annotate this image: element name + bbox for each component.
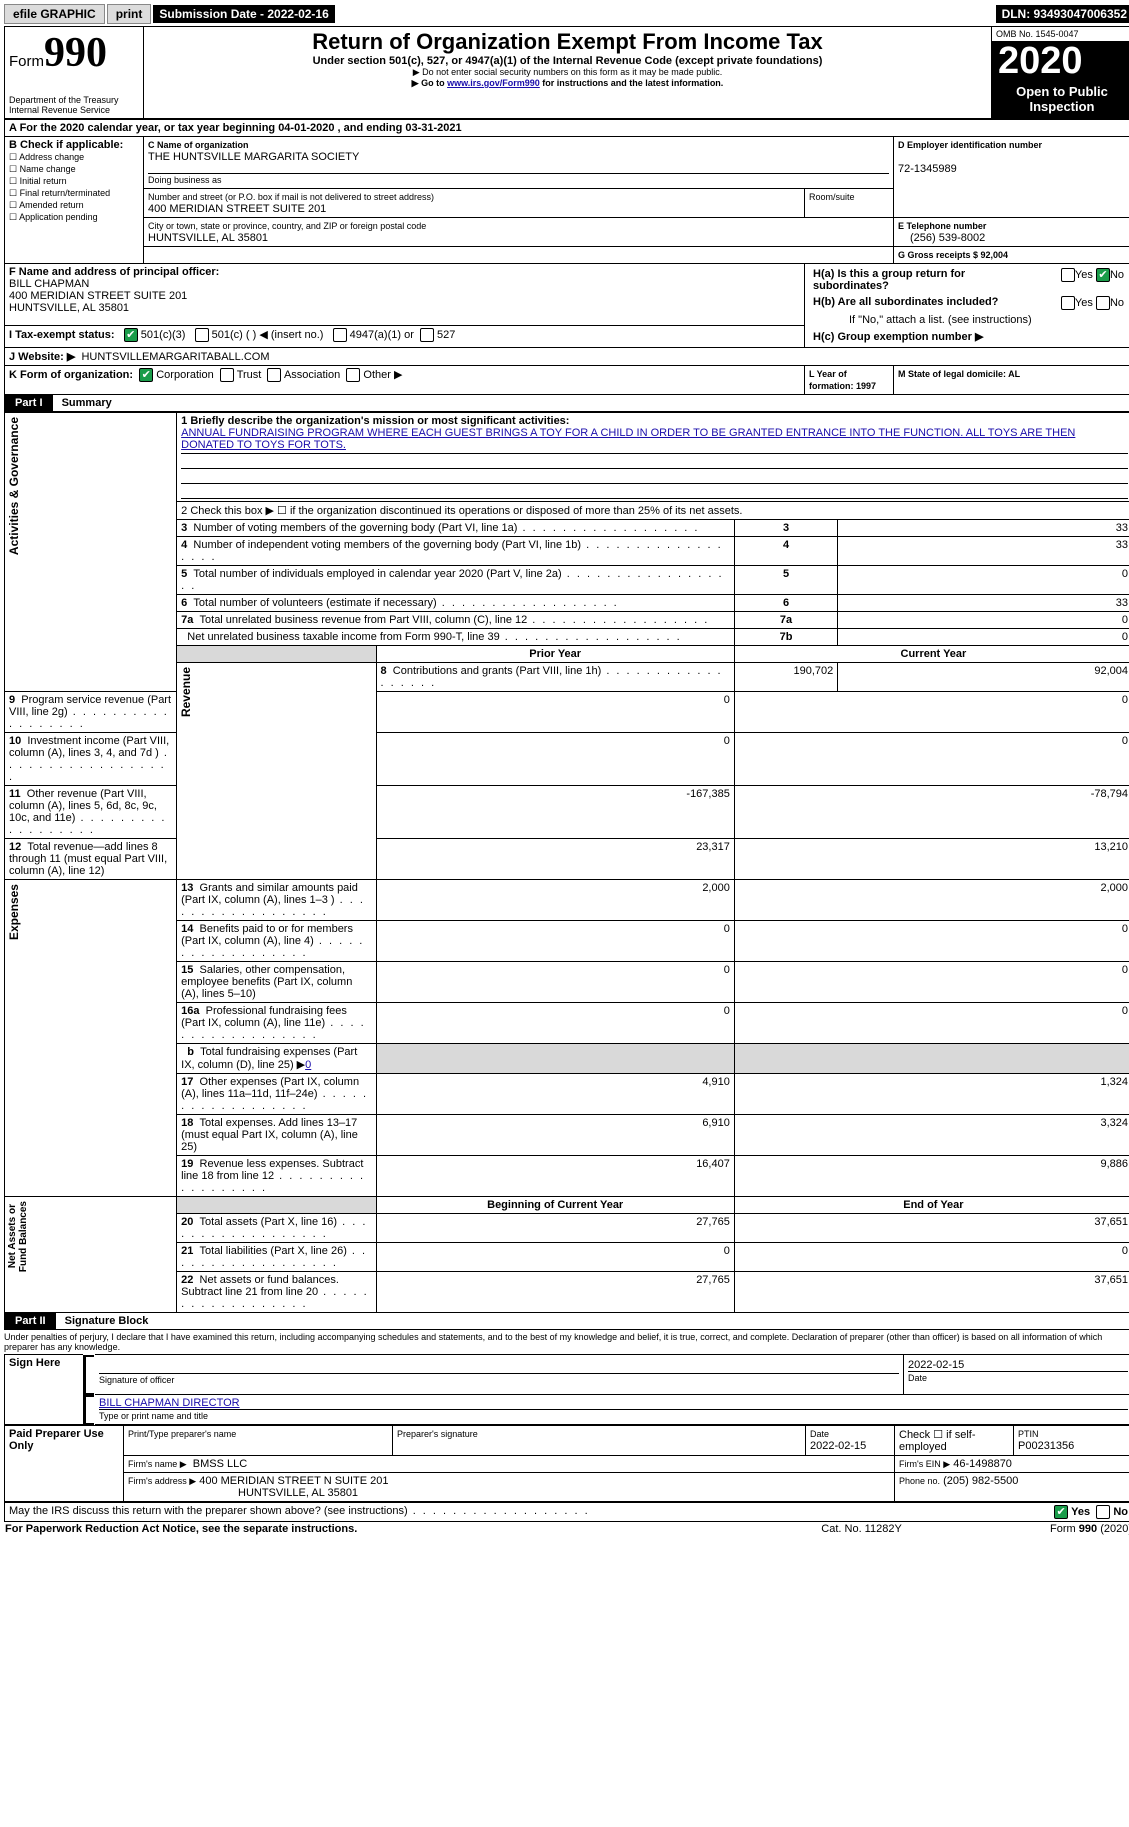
- org-name: THE HUNTSVILLE MARGARITA SOCIETY: [148, 151, 359, 163]
- irs-link[interactable]: www.irs.gov/Form990: [447, 78, 540, 88]
- part1-label: Part I: [5, 395, 53, 411]
- note-ssn: ▶ Do not enter social security numbers o…: [148, 67, 987, 78]
- g-label: G Gross receipts $ 92,004: [898, 250, 1008, 260]
- discuss-yes-check[interactable]: ✔: [1054, 1505, 1068, 1519]
- submission-date: Submission Date - 2022-02-16: [153, 5, 334, 23]
- part1-title: Summary: [56, 397, 112, 409]
- sign-here-label: Sign Here: [5, 1355, 84, 1425]
- part1-table: Activities & Governance 1 Briefly descri…: [4, 412, 1129, 1313]
- addr-label: Number and street (or P.O. box if mail i…: [148, 192, 434, 202]
- mission-text: ANNUAL FUNDRAISING PROGRAM WHERE EACH GU…: [181, 427, 1075, 451]
- m-label: M State of legal domicile: AL: [898, 369, 1020, 379]
- d-label: D Employer identification number: [898, 140, 1042, 150]
- footer-catno: Cat. No. 11282Y: [772, 1522, 951, 1536]
- dba-label: Doing business as: [148, 175, 222, 185]
- k-label: K Form of organization:: [9, 369, 133, 381]
- dept-treasury: Department of the Treasury Internal Reve…: [9, 95, 139, 115]
- form-subtitle: Under section 501(c), 527, or 4947(a)(1)…: [148, 55, 987, 67]
- ein: 72-1345989: [898, 163, 957, 175]
- website: HUNTSVILLEMARGARITABALL.COM: [81, 351, 269, 363]
- city: HUNTSVILLE, AL 35801: [148, 232, 268, 244]
- b-label: B Check if applicable:: [9, 139, 123, 151]
- declaration: Under penalties of perjury, I declare th…: [4, 1330, 1129, 1354]
- officer-signed-name: BILL CHAPMAN DIRECTOR: [99, 1397, 240, 1409]
- e-label: E Telephone number: [898, 221, 986, 231]
- form-word: Form: [9, 53, 44, 70]
- part2-title: Signature Block: [59, 1315, 149, 1327]
- entity-block: A For the 2020 calendar year, or tax yea…: [4, 119, 1129, 395]
- period-line: A For the 2020 calendar year, or tax yea…: [5, 120, 1129, 137]
- city-label: City or town, state or province, country…: [148, 221, 426, 231]
- l-label: L Year of formation: 1997: [809, 369, 876, 391]
- form-title: Return of Organization Exempt From Incom…: [148, 29, 987, 55]
- efile-button[interactable]: efile GRAPHIC: [4, 4, 105, 24]
- preparer-block: Paid Preparer Use Only Print/Type prepar…: [4, 1425, 1129, 1502]
- form-header: Form990 Department of the Treasury Inter…: [4, 26, 1129, 119]
- street: 400 MERIDIAN STREET SUITE 201: [148, 203, 326, 215]
- officer-addr1: 400 MERIDIAN STREET SUITE 201: [9, 290, 187, 302]
- paid-preparer-label: Paid Preparer Use Only: [5, 1426, 124, 1502]
- j-label: J Website: ▶: [9, 351, 75, 363]
- discuss-no-check[interactable]: [1096, 1505, 1110, 1519]
- print-button[interactable]: print: [107, 4, 152, 24]
- note-goto: ▶ Go to www.irs.gov/Form990 for instruct…: [148, 78, 987, 89]
- footer-left: For Paperwork Reduction Act Notice, see …: [4, 1522, 772, 1536]
- tax-year: 2020: [992, 42, 1129, 80]
- footer-right: Form 990 (2020): [951, 1522, 1129, 1536]
- i-label: I Tax-exempt status:: [9, 329, 115, 341]
- top-toolbar: efile GRAPHIC print Submission Date - 20…: [4, 4, 1129, 24]
- vlabel-net: Net Assets or Fund Balances: [5, 1197, 31, 1276]
- vlabel-gov: Activities & Governance: [5, 413, 23, 559]
- discuss-line: May the IRS discuss this return with the…: [9, 1505, 590, 1517]
- open-inspection: Open to Public Inspection: [992, 80, 1129, 118]
- signature-block: Sign Here Signature of officer 2022-02-1…: [4, 1354, 1129, 1425]
- officer-addr2: HUNTSVILLE, AL 35801: [9, 302, 129, 314]
- phone: (256) 539-8002: [898, 232, 985, 244]
- f-label: F Name and address of principal officer:: [9, 266, 219, 278]
- officer-name: BILL CHAPMAN: [9, 278, 89, 290]
- vlabel-exp: Expenses: [5, 880, 23, 944]
- part2-label: Part II: [5, 1313, 56, 1329]
- dln: DLN: 93493047006352: [996, 5, 1129, 23]
- form-number: 990: [44, 30, 107, 76]
- c-label: C Name of organization: [148, 140, 249, 150]
- room-label: Room/suite: [809, 192, 855, 202]
- vlabel-rev: Revenue: [177, 663, 195, 721]
